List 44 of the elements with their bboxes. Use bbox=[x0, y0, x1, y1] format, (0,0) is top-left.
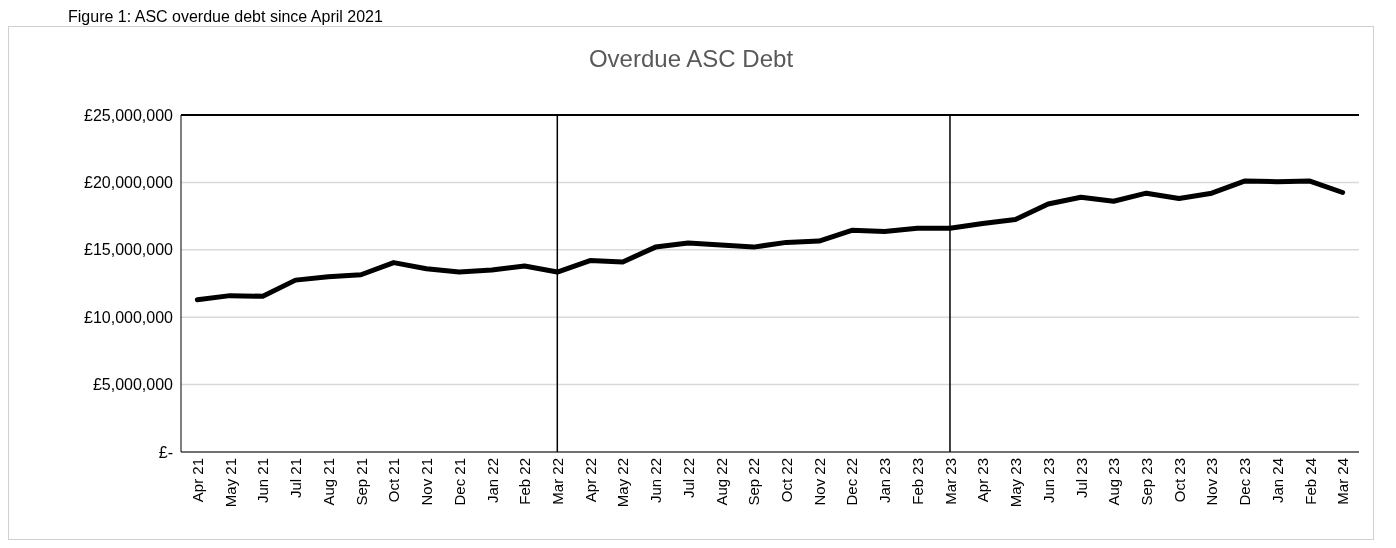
chart-title: Overdue ASC Debt bbox=[587, 44, 795, 74]
x-tick-label: Nov 21 bbox=[418, 458, 436, 506]
y-tick-label: £10,000,000 bbox=[84, 308, 174, 326]
y-tick-label: £- bbox=[158, 443, 173, 461]
x-tick-label: Jan 23 bbox=[876, 458, 894, 504]
x-tick-label: Mar 24 bbox=[1334, 458, 1352, 505]
y-tick-label: £25,000,000 bbox=[84, 106, 174, 124]
x-tick-label: May 21 bbox=[221, 458, 239, 508]
x-tick-label: Mar 23 bbox=[941, 458, 959, 505]
x-tick-label: Jul 22 bbox=[679, 458, 697, 499]
x-tick-label: Jan 22 bbox=[483, 458, 501, 504]
x-tick-label: Aug 21 bbox=[319, 458, 337, 506]
x-tick-label: Feb 24 bbox=[1301, 458, 1319, 505]
x-tick-label: Mar 22 bbox=[548, 458, 566, 505]
x-tick-label: Sep 21 bbox=[352, 458, 370, 506]
y-tick-label: £15,000,000 bbox=[84, 241, 174, 259]
x-tick-label: Oct 22 bbox=[778, 458, 796, 503]
x-tick-label: Aug 22 bbox=[712, 458, 730, 506]
x-tick-label: May 23 bbox=[1007, 458, 1025, 508]
x-tick-label: Jun 23 bbox=[1039, 458, 1057, 504]
x-tick-label: Jun 22 bbox=[647, 458, 665, 504]
x-tick-label: Jan 24 bbox=[1268, 458, 1286, 504]
x-tick-label: Dec 23 bbox=[1236, 458, 1254, 506]
x-tick-label: Sep 23 bbox=[1137, 458, 1155, 506]
x-tick-label: Dec 22 bbox=[843, 458, 861, 506]
x-tick-label: Apr 22 bbox=[581, 458, 599, 503]
x-tick-label: May 22 bbox=[614, 458, 632, 508]
x-tick-label: Apr 21 bbox=[189, 458, 207, 503]
x-tick-label: Apr 23 bbox=[974, 458, 992, 503]
y-tick-label: £20,000,000 bbox=[84, 174, 174, 192]
x-tick-label: Aug 23 bbox=[1105, 458, 1123, 506]
x-tick-label: Jul 23 bbox=[1072, 458, 1090, 499]
caption: Figure 1: ASC overdue debt since April 2021 bbox=[67, 8, 384, 26]
x-tick-label: Dec 21 bbox=[450, 458, 468, 506]
y-tick-label: £5,000,000 bbox=[92, 376, 174, 394]
x-tick-label: Feb 23 bbox=[908, 458, 926, 505]
x-tick-label: Oct 23 bbox=[1170, 458, 1188, 503]
x-tick-label: Jul 21 bbox=[287, 458, 305, 499]
x-tick-label: Nov 22 bbox=[810, 458, 828, 506]
x-tick-label: Jun 21 bbox=[254, 458, 272, 504]
x-tick-label: Sep 22 bbox=[745, 458, 763, 506]
x-tick-label: Feb 22 bbox=[516, 458, 534, 505]
x-tick-label: Nov 23 bbox=[1203, 458, 1221, 506]
x-tick-label: Oct 21 bbox=[385, 458, 403, 503]
